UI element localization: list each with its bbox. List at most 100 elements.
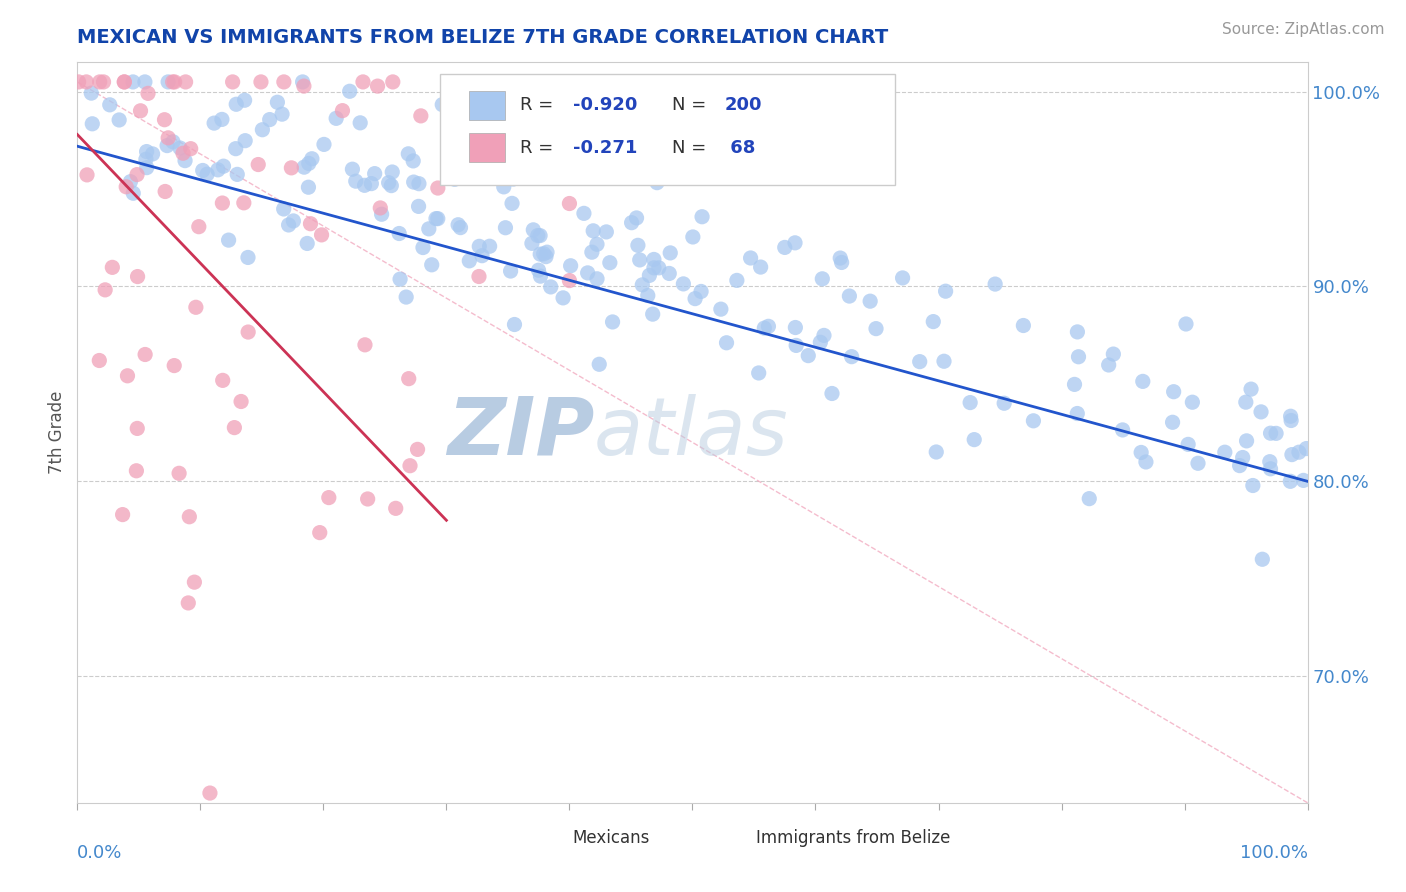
Point — [588, 357, 610, 371]
Text: atlas: atlas — [595, 393, 789, 472]
Point — [226, 167, 249, 181]
Point — [183, 575, 205, 590]
FancyBboxPatch shape — [468, 133, 506, 162]
Point — [558, 196, 581, 211]
Point — [935, 284, 957, 298]
Point — [129, 103, 152, 118]
Point — [301, 152, 323, 166]
Point — [529, 228, 551, 243]
FancyBboxPatch shape — [717, 827, 748, 850]
Point — [1240, 382, 1263, 396]
Point — [499, 264, 522, 278]
Point — [211, 196, 233, 211]
Point — [631, 277, 654, 292]
Point — [749, 260, 772, 274]
Point — [959, 395, 981, 409]
Point — [754, 321, 776, 335]
Point — [602, 315, 624, 329]
Text: 200: 200 — [724, 96, 762, 114]
Point — [360, 177, 382, 191]
Point — [153, 112, 176, 127]
Point — [353, 178, 375, 193]
Point — [163, 75, 186, 89]
Point — [582, 224, 605, 238]
Point — [1251, 552, 1274, 566]
Point — [388, 227, 411, 241]
Point — [831, 255, 853, 269]
Point — [211, 112, 233, 127]
Point — [534, 250, 557, 264]
Point — [259, 112, 281, 127]
Point — [195, 167, 218, 181]
Text: MEXICAN VS IMMIGRANTS FROM BELIZE 7TH GRADE CORRELATION CHART: MEXICAN VS IMMIGRANTS FROM BELIZE 7TH GR… — [77, 28, 889, 47]
Point — [384, 501, 406, 516]
Point — [402, 175, 425, 189]
Point — [377, 176, 399, 190]
Point — [111, 508, 134, 522]
Point — [225, 142, 247, 156]
Point — [586, 237, 609, 252]
Point — [108, 112, 131, 127]
Point — [135, 145, 157, 159]
Point — [112, 75, 135, 89]
Point — [785, 320, 807, 334]
Point — [363, 167, 385, 181]
Point — [98, 98, 121, 112]
FancyBboxPatch shape — [440, 73, 896, 185]
Point — [120, 175, 142, 189]
Point — [368, 201, 391, 215]
Point — [1281, 448, 1303, 462]
Point — [273, 75, 295, 89]
Point — [659, 246, 682, 260]
Point — [1177, 437, 1199, 451]
Point — [308, 525, 330, 540]
Text: Immigrants from Belize: Immigrants from Belize — [756, 830, 950, 847]
Point — [344, 174, 367, 188]
Point — [478, 239, 501, 253]
Point — [1236, 434, 1258, 448]
Point — [277, 218, 299, 232]
Point — [180, 142, 202, 156]
Point — [1258, 455, 1281, 469]
Point — [283, 214, 305, 228]
Text: R =: R = — [520, 138, 560, 157]
Point — [198, 786, 221, 800]
Text: -0.920: -0.920 — [574, 96, 637, 114]
Point — [471, 249, 494, 263]
Point — [520, 236, 543, 251]
Point — [627, 238, 650, 252]
Point — [354, 338, 377, 352]
Point — [402, 153, 425, 168]
Point — [82, 117, 104, 131]
Text: Mexicans: Mexicans — [572, 830, 650, 847]
Point — [169, 141, 191, 155]
Point — [89, 75, 111, 89]
Point — [450, 220, 472, 235]
Point — [134, 347, 156, 361]
Point — [478, 149, 501, 163]
Text: 100.0%: 100.0% — [1240, 844, 1308, 862]
Point — [252, 122, 274, 136]
Point — [838, 289, 860, 303]
Point — [218, 233, 240, 247]
Point — [1241, 478, 1264, 492]
Point — [418, 222, 440, 236]
Point — [1187, 456, 1209, 470]
Point — [560, 259, 582, 273]
Point — [1130, 445, 1153, 459]
Point — [1111, 423, 1133, 437]
Text: N =: N = — [672, 138, 711, 157]
Point — [163, 359, 186, 373]
Point — [690, 210, 713, 224]
Point — [115, 179, 138, 194]
Point — [395, 290, 418, 304]
Point — [841, 350, 863, 364]
Point — [808, 335, 831, 350]
Point — [672, 277, 695, 291]
Point — [468, 239, 491, 253]
Point — [925, 445, 948, 459]
Point — [174, 153, 197, 168]
Point — [1175, 317, 1198, 331]
Point — [1265, 426, 1288, 441]
Point — [156, 138, 179, 153]
